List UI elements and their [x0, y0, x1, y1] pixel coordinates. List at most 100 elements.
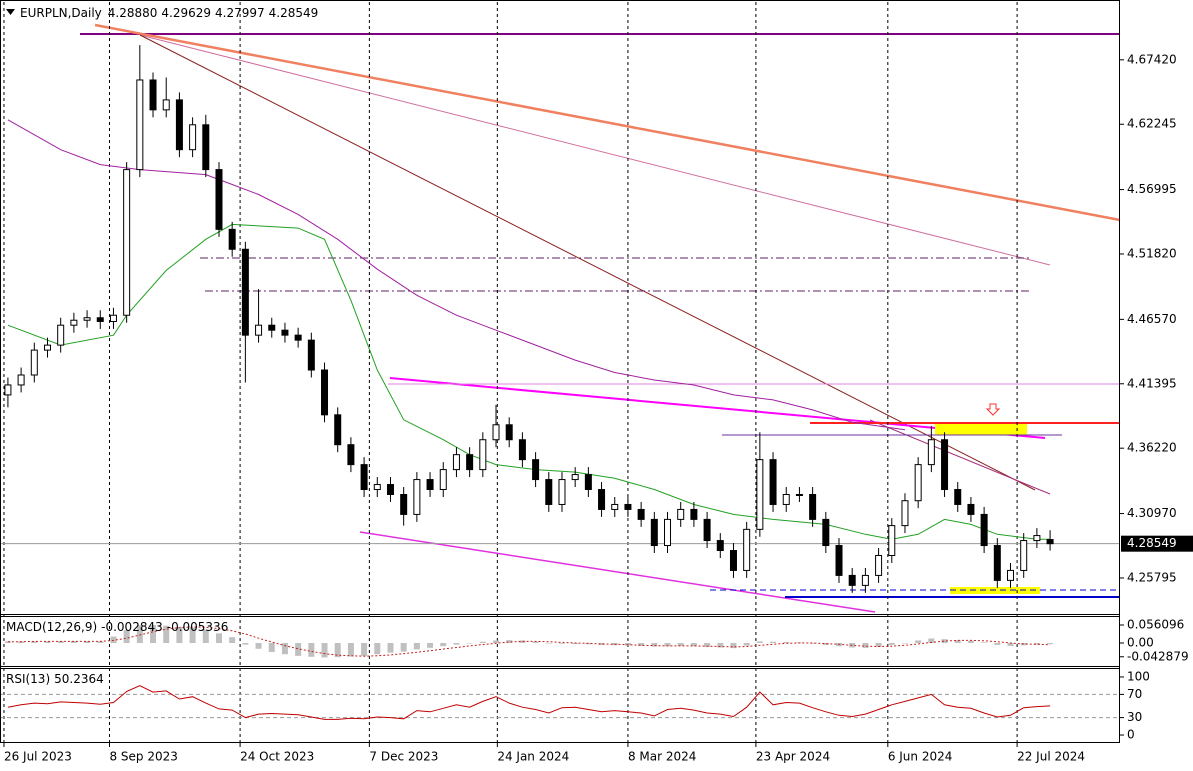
macd-bar	[901, 643, 908, 644]
macd-bar	[387, 643, 394, 653]
candle-body	[373, 484, 381, 491]
candle-body	[189, 124, 197, 151]
candle-body	[505, 424, 513, 441]
candle-body	[769, 459, 777, 505]
candle-body	[294, 334, 302, 341]
macd-bar	[664, 643, 671, 647]
candle-body	[1033, 535, 1041, 542]
trend-line	[94, 23, 1121, 222]
macd-bar	[770, 641, 777, 644]
macd-bar	[915, 640, 922, 644]
y-tick-label: 4.36220	[1127, 441, 1177, 455]
candle-body	[664, 518, 672, 547]
macd-bar	[704, 643, 711, 647]
high-label: 4.29629	[161, 6, 211, 20]
candle-body	[954, 489, 962, 505]
macd-bar	[334, 643, 341, 658]
candle-body	[677, 508, 685, 520]
candle-body	[4, 384, 12, 396]
candle-body	[927, 439, 935, 466]
y-tick-label: 4.56995	[1127, 182, 1177, 196]
candle-body	[136, 79, 144, 171]
candle-body	[202, 124, 210, 171]
macd-bar	[176, 626, 183, 644]
drawings	[80, 23, 1121, 613]
y-tick-label: 4.41395	[1127, 376, 1177, 390]
candle-body	[96, 317, 104, 322]
macd-bar	[730, 643, 737, 649]
macd-bar	[308, 643, 315, 657]
rsi-tick-label: 100	[1127, 669, 1150, 683]
candle-body	[980, 513, 988, 547]
candle-body	[967, 503, 975, 515]
candle-body	[17, 374, 25, 386]
macd-bar	[31, 641, 38, 644]
macd-bar	[163, 625, 170, 644]
macd-bar	[875, 643, 882, 647]
rsi-tick-label: 0	[1127, 728, 1135, 742]
trend-line	[139, 34, 1036, 491]
macd-bar	[4, 641, 11, 644]
macd-bar	[981, 642, 988, 644]
rsi-title: RSI(13)	[6, 672, 50, 686]
candle-body	[479, 439, 487, 471]
macd-bar	[242, 643, 249, 645]
macd-bar	[202, 629, 209, 644]
macd-bar	[110, 636, 117, 644]
symbol: EURPLN,Daily	[20, 6, 102, 20]
candle-body	[861, 574, 869, 586]
macd-bar	[189, 627, 196, 644]
highlight-box	[935, 423, 1027, 435]
candle-body	[241, 248, 249, 336]
x-tick-label: 6 Jun 2024	[888, 750, 953, 764]
candle-body	[914, 464, 922, 502]
x-tick-label: 24 Jan 2024	[497, 750, 569, 764]
candle-body	[57, 324, 65, 346]
candle-body	[307, 339, 315, 371]
rsi-tick-label: 70	[1127, 687, 1142, 701]
macd-bar	[123, 630, 130, 644]
candle-body	[83, 317, 91, 321]
x-tick-label: 26 Jul 2023	[4, 750, 72, 764]
close-label: 4.28549	[269, 6, 319, 20]
candle-body	[888, 525, 896, 556]
candle-body	[255, 324, 263, 336]
macd-bar	[941, 639, 948, 644]
macd-tick-label: -0.042879	[1127, 649, 1189, 663]
rsi-header: RSI(13) 50.2364	[6, 672, 104, 686]
candle-body	[347, 444, 355, 466]
candle-body	[795, 493, 803, 496]
macd-bar	[545, 643, 552, 644]
candle-body	[492, 424, 500, 441]
macd-bar	[18, 641, 25, 644]
macd-bar	[822, 643, 829, 645]
macd-bar	[677, 643, 684, 646]
macd-bar	[1033, 643, 1040, 645]
x-tick-label: 22 Jul 2024	[1017, 750, 1085, 764]
candle-body	[650, 518, 658, 547]
macd-bar	[44, 641, 51, 644]
x-tick-label: 23 Apr 2024	[756, 750, 830, 764]
macd-bar	[229, 637, 236, 644]
macd-title: MACD(12,26,9)	[6, 620, 97, 634]
moving-average-line	[7, 119, 906, 431]
candle-body	[558, 479, 566, 505]
frame	[0, 0, 1120, 743]
macd-bar	[954, 640, 961, 644]
y-tick-label: 4.67420	[1127, 52, 1177, 66]
candle-body	[637, 508, 645, 520]
candle-body	[426, 479, 434, 491]
chart-header: EURPLN,Daily 4.28880 4.29629 4.27997 4.28549	[20, 6, 318, 20]
current-price-tag	[1121, 535, 1193, 552]
macd-bar	[361, 643, 368, 656]
y-tick-label: 4.25795	[1127, 570, 1177, 584]
macd-bar	[558, 643, 565, 644]
low-label: 4.27997	[215, 6, 265, 20]
macd-bar	[743, 643, 750, 646]
candle-body	[941, 439, 949, 491]
candle-body	[598, 489, 606, 510]
candle-body	[875, 554, 883, 576]
menu-triangle	[6, 9, 15, 15]
